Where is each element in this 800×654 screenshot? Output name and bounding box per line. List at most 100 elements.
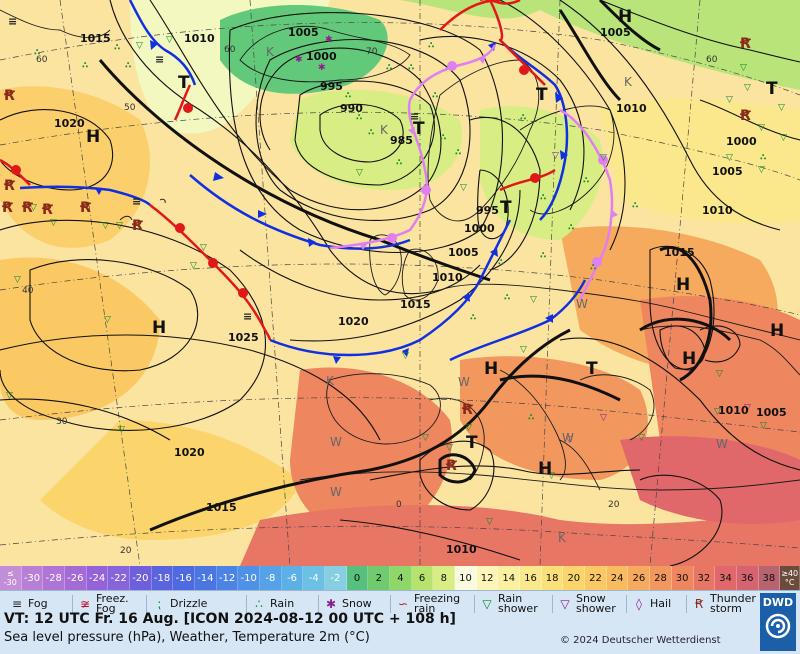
svg-text:∴: ∴ (408, 63, 414, 73)
svg-text:∴: ∴ (583, 176, 589, 186)
hail-icon: ◊ (636, 597, 642, 611)
isobar-label: 1020 (338, 315, 369, 328)
svg-text:▽: ▽ (744, 83, 751, 93)
legend-separator (246, 595, 247, 613)
svg-text:▽: ▽ (566, 435, 573, 445)
svg-text:▽: ▽ (740, 63, 747, 73)
svg-text:▽: ▽ (552, 151, 559, 161)
high-center: H (676, 275, 690, 295)
high-center: H (682, 349, 696, 369)
isobar-label: 1005 (712, 165, 743, 178)
svg-text:▽: ▽ (744, 403, 751, 413)
svg-text:▽: ▽ (638, 433, 645, 443)
scale-bin: -18 (151, 566, 174, 590)
scale-bin: -10 (238, 566, 261, 590)
scale-bin: 0 (346, 566, 369, 590)
svg-text:▽: ▽ (778, 103, 785, 113)
legend-separator (318, 595, 319, 613)
scale-bin: 6 (411, 566, 434, 590)
isobar-label: 1025 (228, 331, 259, 344)
svg-text:▽: ▽ (548, 471, 555, 481)
scale-bin: 18 (541, 566, 564, 590)
svg-text:70: 70 (366, 47, 378, 57)
svg-text:▽: ▽ (118, 425, 125, 435)
svg-text:60: 60 (224, 45, 236, 55)
svg-text:▽: ▽ (465, 423, 472, 433)
isobar-label: 990 (340, 102, 363, 115)
pressure-centers: H H H H H H H H T T T T T T T (86, 7, 784, 479)
scale-bin: -12 (216, 566, 239, 590)
svg-text:Ꞧ: Ꞧ (21, 200, 33, 216)
isobar-label: 1010 (718, 404, 749, 417)
high-center: H (770, 321, 784, 341)
weather-symbols: ▽▽▽▽ ▽▽▽ ▽ ▽▽▽▽ ▽▽▽▽ ▽▽▽▽ ▽▽▽▽ ▽▽▽▽ ▽▽▽▽ … (1, 15, 787, 527)
fog-icon: ≡ (11, 597, 23, 611)
svg-text:K: K (624, 75, 633, 89)
svg-text:▽: ▽ (50, 218, 57, 228)
scale-bin: -14 (195, 566, 217, 590)
svg-text:∴: ∴ (82, 61, 88, 71)
copyright: © 2024 Deutscher Wetterdienst (560, 635, 721, 646)
svg-text:∴: ∴ (540, 193, 546, 203)
legend-item: ▽ Rain shower (478, 592, 538, 615)
freezing-rain-icon: ∽ (397, 597, 409, 611)
legend-item: ⁏ Drizzle (150, 593, 207, 615)
snow-icon: ✱ (325, 597, 337, 611)
isobar-label: 1010 (446, 543, 477, 556)
svg-text:▽: ▽ (486, 517, 493, 527)
scale-bin: 34 (715, 566, 737, 590)
legend-label: Rain shower (498, 592, 538, 615)
svg-text:K: K (558, 531, 567, 545)
svg-text:K: K (266, 45, 275, 59)
svg-text:Ꞧ: Ꞧ (739, 108, 751, 124)
scale-bin: 12 (476, 566, 499, 590)
svg-text:∴: ∴ (540, 251, 546, 261)
svg-text:∴: ∴ (568, 223, 574, 233)
scale-bin: 22 (585, 566, 607, 590)
isobar-label: 995 (476, 204, 499, 217)
svg-text:▽: ▽ (520, 345, 527, 355)
low-center: T (586, 359, 598, 379)
svg-text:▽: ▽ (600, 413, 607, 423)
svg-text:▽: ▽ (116, 221, 123, 231)
scale-bin: -24 (86, 566, 109, 590)
rain-icon: ∴ (255, 597, 263, 611)
svg-text:≡: ≡ (132, 195, 141, 208)
svg-text:≡: ≡ (243, 310, 252, 323)
scale-bin: -4 (303, 566, 326, 590)
legend-label: Rain (270, 597, 295, 610)
svg-text:∴: ∴ (428, 41, 434, 51)
isobar-label: 1015 (206, 501, 237, 514)
legend-panel: ≡ Fog ≆ Freez. Fog ⁏ Drizzle ∴ Rain ✱ Snow ∽ Freezi… (0, 590, 800, 654)
swirl-icon (765, 613, 791, 639)
scale-bin: -20 (130, 566, 152, 590)
scale-bin: -28 (43, 566, 66, 590)
scale-bin: 36 (736, 566, 759, 590)
svg-text:60: 60 (36, 55, 48, 65)
scale-bin: -26 (65, 566, 87, 590)
scale-bin: 10 (455, 566, 477, 590)
svg-text:▽: ▽ (460, 183, 467, 193)
isobar-label: 1005 (600, 26, 631, 39)
svg-text:▽: ▽ (356, 168, 363, 178)
svg-text:≡: ≡ (8, 15, 17, 28)
svg-text:Ꞧ: Ꞧ (461, 402, 473, 418)
svg-text:▽: ▽ (780, 133, 787, 143)
legend-separator (390, 595, 391, 613)
svg-text:∴: ∴ (125, 61, 131, 71)
legend-items: ≡ Fog ≆ Freez. Fog ⁏ Drizzle ∴ Rain ✱ Snow ∽ Freezi… (4, 592, 756, 615)
warm-front-semicircles (11, 65, 540, 298)
isobar-label: 1015 (664, 246, 695, 259)
svg-text:∴: ∴ (455, 148, 461, 158)
legend-item: Ꞧ Thunder storm (690, 593, 756, 615)
svg-text:▽: ▽ (166, 35, 173, 45)
low-center: T (178, 73, 190, 93)
isobar-label: 1005 (448, 246, 479, 259)
svg-text:▽: ▽ (200, 243, 207, 253)
high-center: H (538, 459, 552, 479)
svg-text:✱: ✱ (325, 35, 333, 45)
high-center: H (152, 318, 166, 338)
svg-text:✱: ✱ (295, 55, 303, 65)
scale-bin: -30 (21, 566, 44, 590)
coastlines (0, 9, 800, 491)
